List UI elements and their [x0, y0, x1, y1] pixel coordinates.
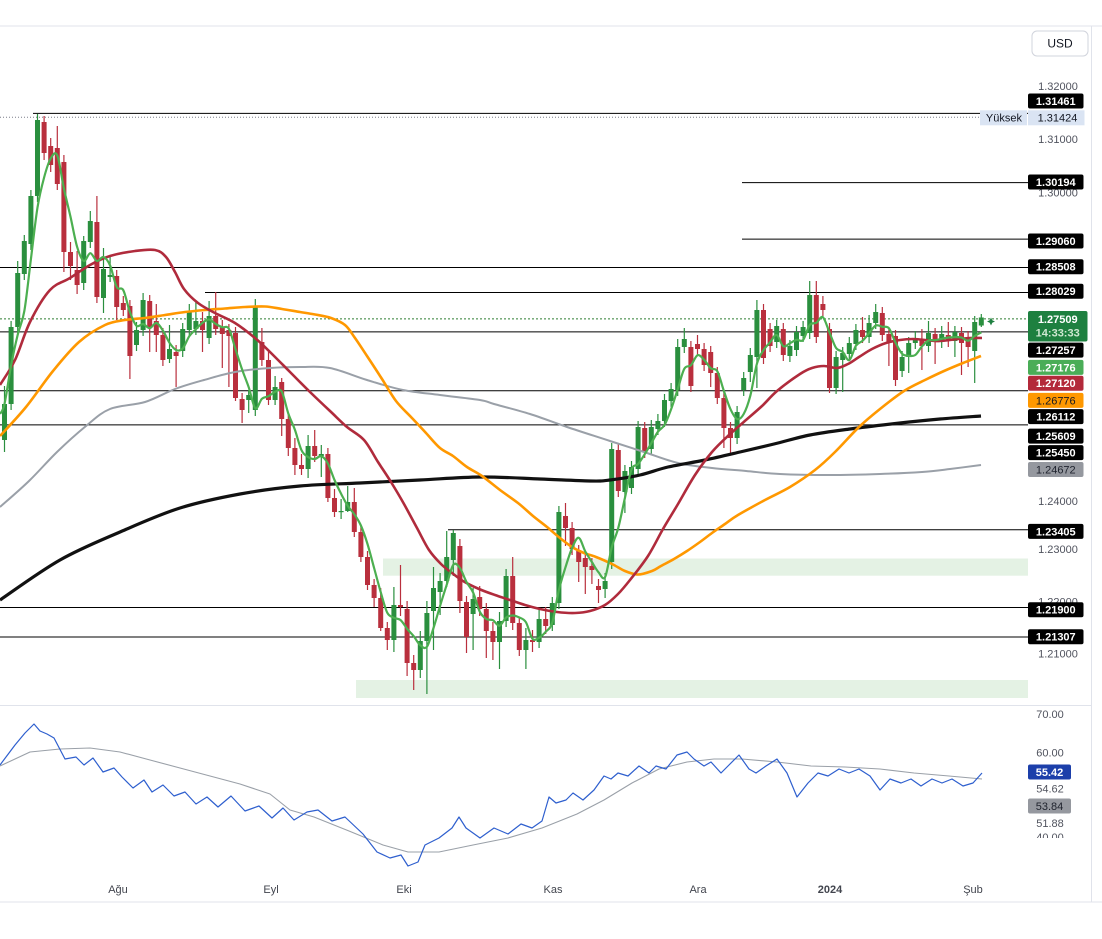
svg-text:Eki: Eki [396, 884, 411, 896]
svg-text:1.27176: 1.27176 [1036, 362, 1076, 374]
svg-text:55.42: 55.42 [1036, 767, 1064, 779]
svg-text:1.25450: 1.25450 [1036, 448, 1076, 460]
svg-text:70.00: 70.00 [1036, 709, 1064, 721]
svg-text:1.24000: 1.24000 [1038, 496, 1078, 508]
svg-text:1.28029: 1.28029 [1036, 286, 1076, 298]
svg-text:Yüksek: Yüksek [986, 113, 1023, 125]
svg-text:Şub: Şub [963, 884, 983, 896]
svg-text:1.31424: 1.31424 [1038, 113, 1078, 125]
svg-text:Kas: Kas [544, 884, 563, 896]
svg-text:54.62: 54.62 [1036, 783, 1064, 795]
svg-text:Ara: Ara [689, 884, 707, 896]
svg-text:1.31461: 1.31461 [1036, 96, 1076, 108]
svg-text:14:33:33: 14:33:33 [1036, 328, 1080, 340]
svg-text:USD: USD [1047, 37, 1073, 51]
svg-text:1.27120: 1.27120 [1036, 378, 1076, 390]
svg-text:1.30000: 1.30000 [1038, 188, 1078, 200]
svg-text:1.21307: 1.21307 [1036, 632, 1076, 644]
svg-text:1.21900: 1.21900 [1036, 605, 1076, 617]
svg-text:1.31000: 1.31000 [1038, 134, 1078, 146]
svg-text:1.26776: 1.26776 [1036, 395, 1076, 407]
svg-text:Ağu: Ağu [108, 884, 128, 896]
svg-text:1.32000: 1.32000 [1038, 81, 1078, 93]
svg-text:Eyl: Eyl [263, 884, 278, 896]
svg-text:1.27509: 1.27509 [1038, 314, 1078, 326]
svg-text:60.00: 60.00 [1036, 748, 1064, 760]
svg-text:1.27257: 1.27257 [1036, 345, 1076, 357]
svg-text:1.21000: 1.21000 [1038, 649, 1078, 661]
svg-text:1.23405: 1.23405 [1036, 526, 1076, 538]
svg-text:1.24672: 1.24672 [1036, 464, 1076, 476]
svg-text:51.88: 51.88 [1036, 818, 1064, 830]
svg-text:1.25609: 1.25609 [1036, 431, 1076, 443]
svg-text:1.23000: 1.23000 [1038, 544, 1078, 556]
svg-text:1.26112: 1.26112 [1036, 412, 1075, 424]
svg-text:2024: 2024 [818, 884, 843, 896]
svg-text:1.28508: 1.28508 [1036, 262, 1076, 274]
svg-text:1.29060: 1.29060 [1036, 236, 1076, 248]
svg-text:1.30194: 1.30194 [1036, 177, 1077, 189]
svg-text:53.84: 53.84 [1036, 801, 1064, 813]
